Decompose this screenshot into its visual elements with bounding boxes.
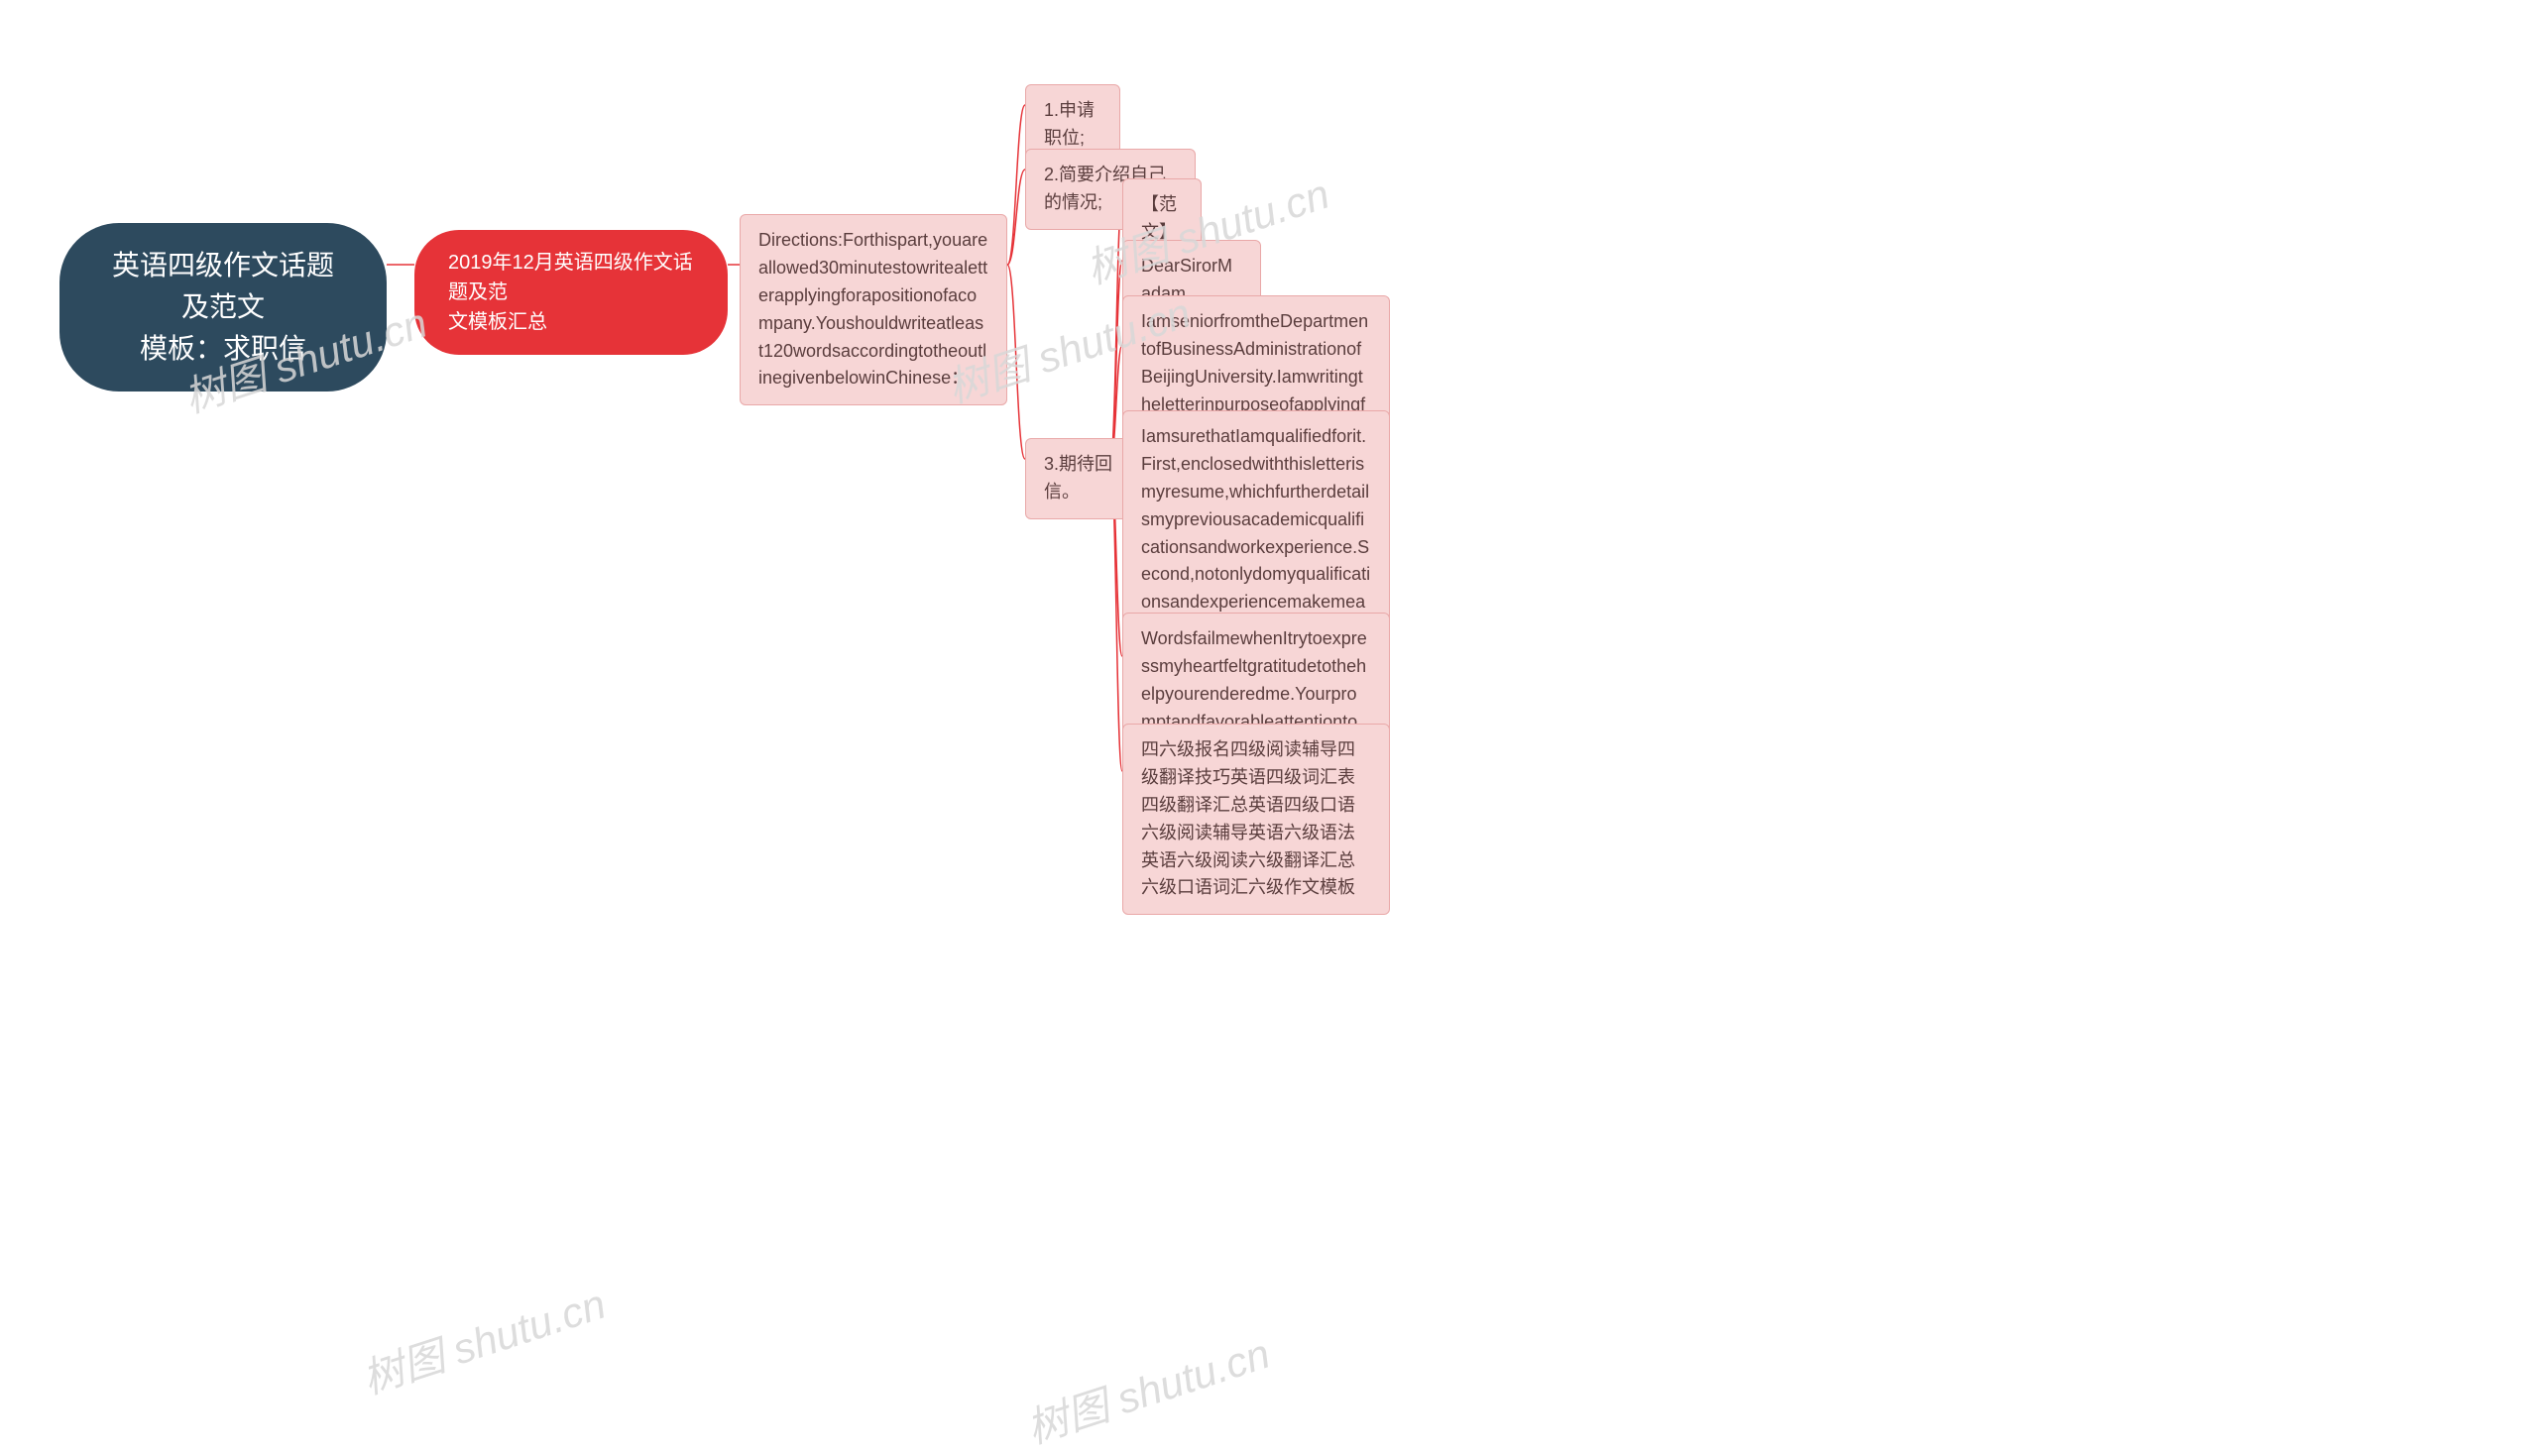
- connector-line: [1110, 261, 1122, 459]
- node-item3[interactable]: 3.期待回信。: [1025, 438, 1132, 519]
- connector-line: [1007, 169, 1025, 265]
- connector-line: [1007, 265, 1025, 459]
- watermark-text: 树图 shutu.cn: [354, 1271, 613, 1406]
- node-paragraph-5[interactable]: 四六级报名四级阅读辅导四级翻译技巧英语四级词汇表四级翻译汇总英语四级口语六级阅读…: [1122, 724, 1390, 915]
- connector-line: [1007, 105, 1025, 265]
- subnode-level1[interactable]: 2019年12月英语四级作文话题及范文模板汇总: [414, 230, 728, 355]
- watermark-text: 树图 shutu.cn: [1018, 1320, 1277, 1456]
- connector-line: [1110, 199, 1122, 459]
- node-directions[interactable]: Directions:Forthispart,youareallowed30mi…: [740, 214, 1007, 405]
- root-node[interactable]: 英语四级作文话题及范文模板：求职信: [59, 223, 387, 392]
